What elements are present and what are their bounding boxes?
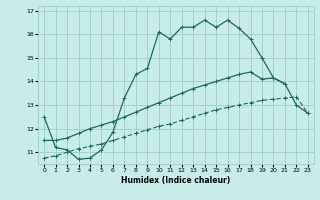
X-axis label: Humidex (Indice chaleur): Humidex (Indice chaleur): [121, 176, 231, 185]
